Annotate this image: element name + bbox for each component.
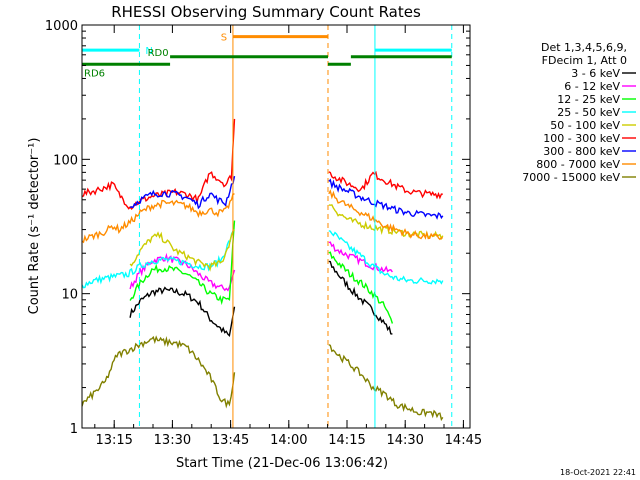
series-line	[82, 229, 235, 289]
series-line	[328, 189, 443, 241]
series-line	[328, 260, 393, 335]
series-layer	[82, 118, 444, 422]
series-line	[82, 335, 236, 409]
x-axis-label: Start Time (21-Dec-06 13:06:42)	[176, 456, 388, 471]
legend: Det 1,3,4,5,6,9,FDecim 1, Att 03 - 6 keV…	[522, 41, 636, 184]
y-tick-label: 1000	[45, 19, 78, 34]
legend-entry: 12 - 25 keV	[557, 93, 620, 106]
flag-layer: N S RD0 RD6	[82, 25, 453, 428]
x-tick-label: 13:30	[154, 433, 191, 448]
legend-entry: 800 - 7000 keV	[536, 158, 620, 171]
x-axis: 13:15 13:30 13:45 14:00 14:15 14:30 14:45	[94, 25, 482, 448]
y-axis: 1 10 100 1000	[45, 19, 470, 437]
legend-entry: 25 - 50 keV	[557, 106, 620, 119]
x-tick-label: 13:45	[212, 433, 249, 448]
x-tick-label: 14:45	[445, 433, 482, 448]
x-tick-label: 13:15	[95, 433, 132, 448]
series-line	[129, 286, 236, 337]
legend-entry: 300 - 800 keV	[543, 145, 620, 158]
series-line	[328, 251, 394, 324]
flag-label: S	[221, 33, 227, 44]
y-axis-label: Count Rate (s⁻¹ detector⁻¹)	[27, 138, 42, 315]
x-tick-label: 14:30	[386, 433, 423, 448]
timestamp: 18-Oct-2021 22:41	[560, 468, 636, 477]
y-tick-label: 10	[61, 288, 78, 303]
y-tick-label: 100	[53, 153, 78, 168]
series-line	[328, 230, 444, 285]
series-line	[328, 204, 444, 241]
series-line	[82, 192, 235, 244]
series-line	[328, 241, 393, 273]
legend-entry: 6 - 12 keV	[564, 80, 620, 93]
legend-entry: 50 - 100 keV	[550, 119, 620, 132]
x-tick-label: 14:00	[270, 433, 307, 448]
flag-label: RD0	[148, 48, 169, 59]
y-tick-label: 1	[70, 422, 78, 437]
series-line	[328, 344, 444, 422]
flag-label: N	[145, 46, 152, 57]
legend-header: Det 1,3,4,5,6,9,	[541, 41, 627, 54]
series-line	[82, 118, 236, 210]
legend-entry: 100 - 300 keV	[543, 132, 620, 145]
series-line	[129, 175, 236, 210]
flag-label: RD6	[84, 68, 105, 79]
legend-entry: 7000 - 15000 keV	[522, 171, 620, 184]
legend-entry: 3 - 6 keV	[571, 67, 620, 80]
series-line	[328, 178, 444, 220]
series-line	[129, 229, 235, 272]
x-tick-label: 14:15	[328, 433, 365, 448]
legend-header: FDecim 1, Att 0	[542, 54, 627, 67]
series-line	[328, 170, 443, 200]
chart-title: RHESSI Observing Summary Count Rates	[111, 3, 421, 21]
series-line	[129, 220, 236, 306]
plot-frame	[81, 24, 471, 429]
